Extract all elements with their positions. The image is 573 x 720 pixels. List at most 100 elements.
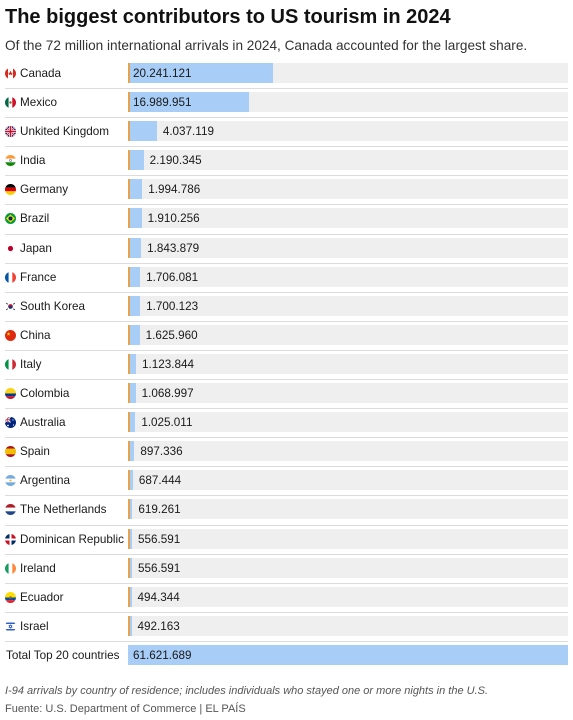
chart-source: Fuente: U.S. Department of Commerce | EL… — [5, 703, 246, 715]
table-row: Colombia 1.068.997 — [5, 380, 568, 410]
data-label: 1.910.256 — [147, 212, 200, 226]
bar — [128, 412, 136, 433]
bar — [128, 441, 135, 462]
bar-track — [128, 441, 568, 462]
bar — [128, 237, 142, 258]
flag-australia-icon — [5, 417, 16, 429]
table-row: Unkited Kingdom 4.037.119 — [5, 118, 568, 148]
table-row: Spain 897.336 — [5, 438, 568, 468]
flag-colombia-icon — [5, 388, 16, 400]
bar — [128, 324, 140, 345]
bar-accent — [128, 324, 130, 345]
bar — [128, 208, 142, 229]
bar-track — [128, 237, 568, 258]
bar-accent — [128, 63, 130, 83]
flag-dominican-republic-icon — [5, 533, 16, 545]
bar-accent — [128, 121, 130, 142]
table-row: Dominican Republic 556.591 — [5, 526, 568, 555]
flag-israel-icon — [5, 620, 16, 632]
bar — [128, 121, 157, 142]
country-label: The Netherlands — [20, 503, 107, 517]
data-label: 1.123.844 — [142, 357, 195, 371]
flag-canada-icon — [5, 68, 16, 79]
bar-track — [128, 499, 568, 520]
bar-accent — [128, 412, 130, 433]
flag-japan-icon — [5, 242, 16, 254]
bar — [128, 499, 133, 520]
country-label: Ecuador — [20, 590, 64, 604]
table-row: Ecuador 494.344 — [5, 584, 568, 613]
data-label: 619.261 — [138, 503, 181, 517]
table-row: Germany 1.994.786 — [5, 176, 568, 206]
data-label: 1.625.960 — [145, 328, 198, 342]
bar-track — [128, 179, 568, 200]
country-label: Colombia — [20, 387, 70, 401]
total-label: Total Top 20 countries — [6, 648, 120, 662]
country-label: Ireland — [20, 561, 56, 575]
data-label: 16.989.951 — [133, 96, 192, 110]
bar — [128, 63, 273, 83]
data-label: 897.336 — [140, 445, 183, 459]
flag-argentina-icon — [5, 475, 16, 487]
country-label: France — [20, 270, 57, 284]
bar-track — [128, 615, 568, 636]
bar-accent — [128, 557, 130, 578]
total-value-label: 61.621.689 — [133, 648, 192, 662]
bar-track — [128, 528, 568, 549]
bar-track — [128, 295, 568, 316]
bar — [128, 470, 133, 491]
bar — [128, 383, 136, 404]
table-row: India 2.190.345 — [5, 147, 568, 177]
table-row: China 1.625.960 — [5, 322, 568, 351]
flag-ireland-icon — [5, 562, 16, 574]
data-label: 687.444 — [138, 474, 182, 488]
data-label: 4.037.119 — [162, 125, 214, 139]
bar-track — [128, 266, 568, 287]
total-row: Total Top 20 countries 61.621.689 — [5, 642, 568, 671]
chart-note: I-94 arrivals by country of residence; i… — [5, 685, 489, 697]
data-label: 556.591 — [137, 561, 181, 575]
bar — [128, 353, 137, 374]
table-row: Brazil 1.910.256 — [5, 205, 568, 235]
country-label: Australia — [20, 416, 66, 430]
bar-track — [128, 557, 568, 578]
table-row: France 1.706.081 — [5, 264, 568, 293]
bar-accent — [128, 92, 130, 113]
data-label: 1.068.997 — [141, 387, 194, 401]
flag-france-icon — [5, 271, 16, 283]
table-row: Mexico 16.989.951 — [5, 89, 568, 119]
bar-accent — [128, 586, 130, 607]
country-label: Canada — [20, 67, 61, 80]
flag-italy-icon — [5, 358, 16, 370]
data-label: 1.994.786 — [148, 183, 201, 197]
flag-india-icon — [5, 155, 16, 167]
data-label: 1.706.081 — [146, 270, 199, 284]
flag-brazil-icon — [5, 213, 16, 225]
chart-subtitle: Of the 72 million international arrivals… — [5, 38, 528, 53]
bar-track — [128, 353, 568, 374]
chart-title: The biggest contributors to US tourism i… — [5, 6, 451, 28]
bar — [128, 266, 141, 287]
flag-spain-icon — [5, 446, 16, 458]
data-label: 494.344 — [137, 590, 180, 604]
bar-accent — [128, 615, 130, 636]
bar-track — [128, 383, 568, 404]
data-label: 492.163 — [137, 619, 180, 633]
country-label: Dominican Republic — [20, 532, 124, 546]
country-label: Brazil — [20, 212, 50, 226]
data-label: 20.241.121 — [133, 67, 192, 80]
bar-accent — [128, 499, 130, 520]
table-row: Argentina 687.444 — [5, 467, 568, 497]
country-label: Italy — [20, 357, 42, 371]
table-row: Japan 1.843.879 — [5, 235, 568, 264]
country-label: Unkited Kingdom — [20, 125, 110, 139]
table-row: Canada 20.241.121 — [5, 60, 568, 90]
country-label: Argentina — [20, 474, 71, 488]
bar-track — [128, 470, 568, 491]
flag-netherlands-icon — [5, 504, 16, 516]
country-label: Spain — [20, 445, 50, 459]
table-row: Italy 1.123.844 — [5, 351, 568, 381]
country-label: Japan — [20, 241, 52, 255]
bar-track — [128, 208, 568, 229]
bar-track — [128, 586, 568, 607]
